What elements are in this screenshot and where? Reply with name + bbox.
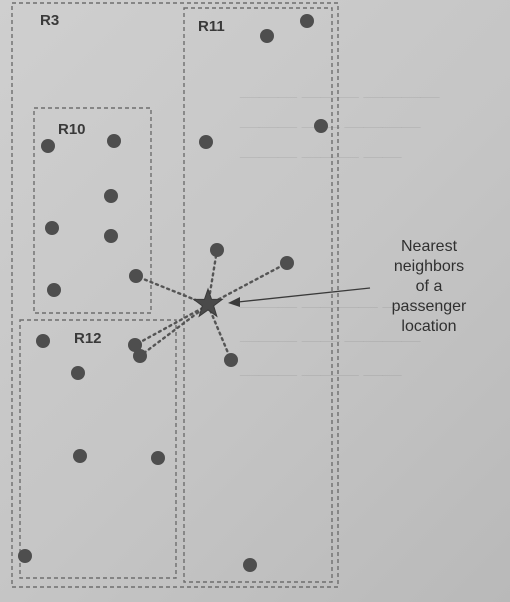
neighbor-link bbox=[138, 303, 210, 358]
annotation-line: passenger bbox=[391, 298, 467, 315]
bleed-through-text: ——— ——— ———— bbox=[240, 86, 440, 107]
annotation-line: location bbox=[401, 318, 457, 335]
bleed-through-text: ——— ———— ——— bbox=[240, 296, 440, 317]
region-r3-box bbox=[11, 2, 339, 588]
neighbor-link bbox=[133, 303, 210, 347]
region-label-r11: R11 bbox=[198, 18, 225, 35]
driver-point bbox=[300, 14, 314, 28]
annotation-line: neighbors bbox=[393, 258, 465, 275]
driver-point bbox=[104, 229, 118, 243]
bleed-through-text: ——— —— ———— bbox=[240, 116, 421, 137]
driver-point bbox=[128, 338, 142, 352]
region-label-r10: R10 bbox=[58, 121, 86, 138]
region-r12-box bbox=[19, 319, 177, 579]
driver-point bbox=[151, 451, 165, 465]
region-label-r3: R3 bbox=[40, 12, 60, 29]
region-label-r12: R12 bbox=[74, 330, 102, 347]
annotation-text: Nearest neighbors of a passenger locatio… bbox=[370, 237, 488, 337]
bleed-through-text: ——— ——— —— bbox=[240, 146, 402, 167]
driver-point bbox=[133, 349, 147, 363]
driver-point bbox=[41, 139, 55, 153]
region-r10-box bbox=[33, 107, 152, 314]
driver-point bbox=[71, 366, 85, 380]
neighbor-link bbox=[206, 303, 233, 362]
driver-point bbox=[47, 283, 61, 297]
neighbor-link bbox=[206, 261, 289, 307]
driver-point bbox=[73, 449, 87, 463]
arrowhead-icon bbox=[228, 297, 240, 307]
driver-point bbox=[243, 558, 257, 572]
driver-point bbox=[107, 134, 121, 148]
annotation-arrow bbox=[237, 287, 371, 303]
driver-point bbox=[199, 135, 213, 149]
driver-point bbox=[18, 549, 32, 563]
driver-point bbox=[210, 243, 224, 257]
bleed-through-text: ——— —— ———— bbox=[240, 330, 421, 351]
driver-point bbox=[104, 189, 118, 203]
driver-point bbox=[129, 269, 143, 283]
driver-point bbox=[280, 256, 294, 270]
driver-point bbox=[224, 353, 238, 367]
driver-point bbox=[260, 29, 274, 43]
driver-point bbox=[45, 221, 59, 235]
star-icon bbox=[192, 287, 224, 318]
annotation-line: of a bbox=[415, 278, 443, 295]
driver-point bbox=[36, 334, 50, 348]
driver-point bbox=[314, 119, 328, 133]
annotation-line: Nearest bbox=[400, 238, 458, 255]
bleed-through-text: ——— ——— —— bbox=[240, 364, 402, 385]
